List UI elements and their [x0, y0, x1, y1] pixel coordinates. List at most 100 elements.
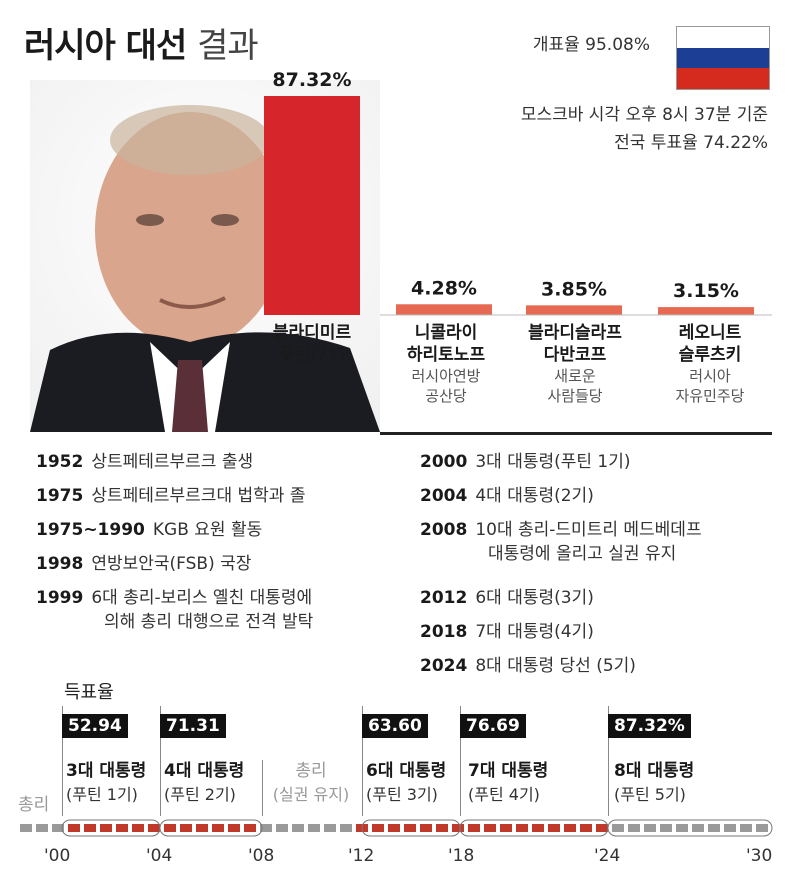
bio-text: KGB 요원 활동: [152, 520, 263, 540]
timeline-term: 7대 대통령 (푸틴 4기): [468, 756, 548, 805]
timeline-track-segment: [260, 824, 272, 832]
timeline-track-segment: [676, 824, 688, 832]
timeline-value-box: 71.31: [160, 714, 226, 738]
bio-row-continued: 의해 총리 대행으로 전격 발탁: [36, 610, 313, 634]
candidate-label-putin: 블라디미르 푸틴(71): [252, 322, 372, 366]
timeline-tick: '30: [746, 846, 773, 866]
timeline-divider: [262, 760, 263, 816]
bars-group: [264, 96, 772, 316]
timeline-term: 4대 대통령 (푸틴 2기): [164, 756, 244, 805]
bio-row-continued: 대통령에 올리고 실권 유지: [420, 542, 702, 586]
timeline-track-segment: [452, 824, 464, 832]
timeline-term-sub: (실권 유지): [272, 785, 350, 804]
timeline-value-box: 52.94: [62, 714, 128, 738]
bio-row: 2018 7대 대통령(4기): [420, 620, 702, 654]
candidate-name-line2: 하리토노프: [406, 345, 486, 365]
timeline-track-segment: [372, 824, 384, 832]
timeline-tick: '24: [594, 846, 621, 866]
timeline-track-segment: [708, 824, 720, 832]
timeline-track-segment: [292, 824, 304, 832]
timeline-track-segment: [660, 824, 672, 832]
timeline-track-segment: [84, 824, 96, 832]
timeline-term-sub: (푸틴 5기): [614, 785, 686, 804]
bar-0: [264, 96, 360, 315]
candidate-name-line1: 레오니트: [678, 323, 742, 343]
bio-text: 연방보안국(FSB) 국장: [91, 554, 252, 574]
bio-row: 2008 10대 총리-드미트리 메드베데프: [420, 518, 702, 542]
candidate-name-line1: 블라디슬라프: [528, 323, 622, 343]
candidate-party-line1: 러시아: [689, 367, 731, 385]
timeline-track-segment: [532, 824, 544, 832]
title-main-text: 러시아 대선: [24, 26, 187, 66]
counting-rate: 개표율 95.08%: [532, 35, 650, 55]
candidate-name-line2: 다반코프: [543, 345, 607, 365]
bio-year: 1998: [36, 554, 84, 574]
timeline-track-segment: [580, 824, 592, 832]
timeline-track-segment: [692, 824, 704, 832]
timeline-track-segment: [324, 824, 336, 832]
bar-value-label: 4.28%: [411, 277, 477, 299]
timeline-track-segment: [724, 824, 736, 832]
bio-year: 2012: [420, 588, 468, 608]
bio-row: 1975~1990 KGB 요원 활동: [36, 518, 313, 552]
bio-text: 6대 총리-보리스 옐친 대통령에: [91, 588, 313, 608]
candidate-name-line1: 니콜라이: [414, 323, 478, 343]
bio-year: 2004: [420, 486, 468, 506]
timeline-value-box: 87.32%: [608, 714, 691, 738]
timeline-track-segment: [20, 824, 32, 832]
bio-left-column: 1952 상트페테르부르크 출생 1975 상트페테르부르크대 법학과 졸 1975…: [36, 450, 313, 634]
timeline-divider: [460, 706, 461, 816]
timeline-track-segment: [548, 824, 560, 832]
bio-row: 2000 3대 대통령(푸틴 1기): [420, 450, 702, 484]
time-note: 모스크바 시각 오후 8시 37분 기준: [520, 105, 768, 125]
candidate-party-line2: 공산당: [425, 387, 467, 405]
timeline-track-segment: [36, 824, 48, 832]
bio-row: 2012 6대 대통령(3기): [420, 586, 702, 620]
chart-baseline: [380, 432, 772, 435]
timeline-track-segment: [196, 824, 208, 832]
candidate-party-line2: 사람들당: [547, 387, 603, 405]
bio-right-column: 2000 3대 대통령(푸틴 1기) 2004 4대 대통령(2기) 2008 10대…: [420, 450, 702, 678]
candidate-party-line2: 자유민주당: [675, 387, 745, 405]
timeline-track-segment: [340, 824, 352, 832]
bar-value-label: 3.85%: [541, 278, 607, 300]
bio-year: 2024: [420, 656, 468, 676]
timeline-track-segment: [740, 824, 752, 832]
russia-flag-icon: [676, 26, 770, 90]
bio-row: 1952 상트페테르부르크 출생: [36, 450, 313, 484]
bio-text: 4대 대통령(2기): [475, 486, 594, 506]
timeline-track-segment: [180, 824, 192, 832]
timeline-track-segment: [596, 824, 608, 832]
timeline-track-segment: [644, 824, 656, 832]
candidate-name-text: 푸틴: [278, 345, 311, 365]
bio-row: 2004 4대 대통령(2기): [420, 484, 702, 518]
timeline-track-segment: [276, 824, 288, 832]
bar-2: [526, 305, 622, 315]
bio-year: 1975: [36, 486, 84, 506]
bar-3: [658, 307, 754, 315]
bio-year: 1999: [36, 588, 84, 608]
timeline-track-segment: [228, 824, 240, 832]
timeline-label: 득표율: [64, 682, 114, 703]
timeline-track-segment: [308, 824, 320, 832]
timeline-term-bracket: [607, 819, 773, 837]
page-title: 러시아 대선 결과: [24, 18, 259, 67]
timeline-track-segment: [500, 824, 512, 832]
vote-share-bar-chart: 87.32% 4.28% 3.85% 3.15%: [264, 69, 772, 316]
turnout: 전국 투표율 74.22%: [614, 133, 768, 153]
timeline-track-segment: [404, 824, 416, 832]
timeline-term-bracket: [159, 819, 263, 837]
candidate-label-kharitonov: 니콜라이 하리토노프 러시아연방 공산당: [386, 322, 506, 406]
timeline-term: 총리 (실권 유지): [266, 756, 356, 805]
timeline-term-title: 7대 대통령: [468, 761, 549, 781]
timeline-term-title: 3대 대통령: [66, 761, 147, 781]
candidate-photo: [30, 80, 380, 432]
timeline-tick: '04: [146, 846, 173, 866]
bio-row: 1975 상트페테르부르크대 법학과 졸: [36, 484, 313, 518]
timeline-track-segment: [244, 824, 256, 832]
title-sub-text: 결과: [197, 26, 259, 66]
timeline-track-segment: [132, 824, 144, 832]
timeline-term: 6대 대통령 (푸틴 3기): [366, 756, 446, 805]
bio-year: 1975~1990: [36, 520, 145, 540]
bio-text: 7대 대통령(4기): [475, 622, 594, 642]
